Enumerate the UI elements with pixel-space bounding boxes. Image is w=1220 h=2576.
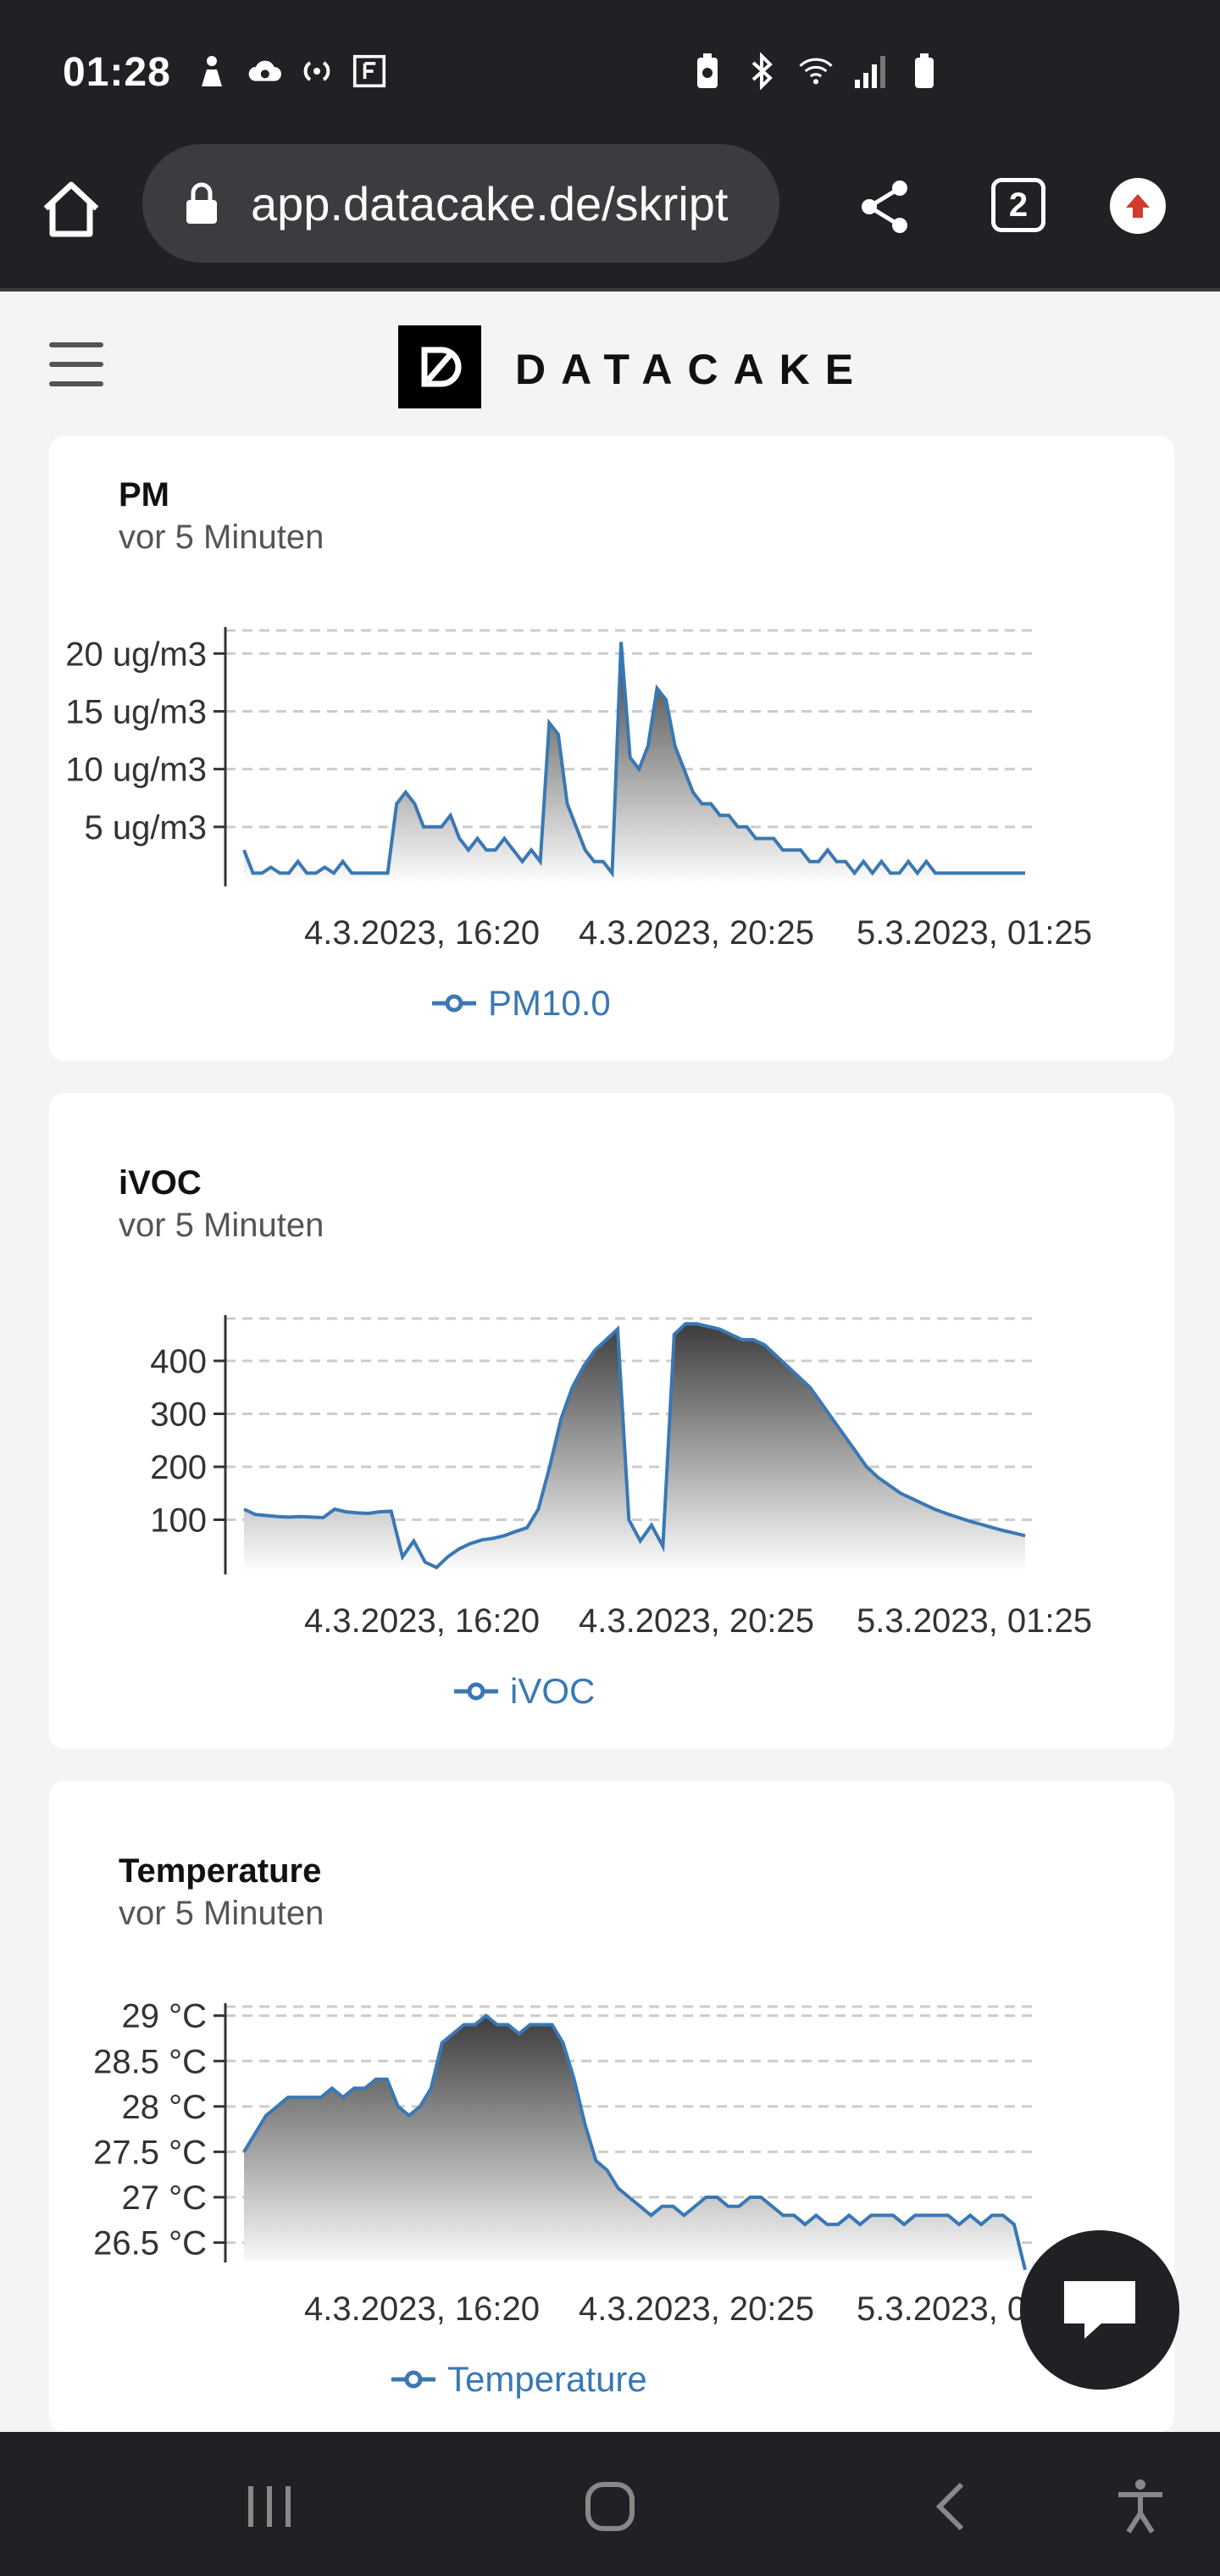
share-icon[interactable]	[854, 176, 915, 237]
wifi-icon	[799, 53, 833, 90]
y-tick-label: 27.5 °C	[93, 2134, 207, 2171]
ivoc-chart[interactable]: 100 200 300 400 4.3.2023, 16:20 4.3.2023, 20:…	[49, 1293, 1174, 1649]
temperature-card: Temperature vor 5 Minuten 26.5 °C 27 °C 27…	[49, 1781, 1174, 2432]
url-bar[interactable]: app.datacake.de/skript	[142, 144, 779, 263]
series-line	[242, 641, 1025, 878]
y-tick-label: 5 ug/m3	[84, 809, 207, 847]
legend-marker-icon	[391, 2370, 435, 2389]
pm-chart[interactable]: 5 ug/m3 10 ug/m3 15 ug/m3 20 ug/m3 4.3.2023,…	[49, 605, 1174, 961]
home-icon[interactable]	[37, 175, 105, 242]
card-subtitle: vor 5 Minuten	[119, 519, 324, 556]
card-title: iVOC	[119, 1164, 202, 1202]
y-tick-label: 100	[150, 1502, 207, 1540]
lock-icon	[183, 181, 220, 225]
x-tick-label: 4.3.2023, 16:20	[304, 1602, 540, 1640]
legend-label: PM10.0	[488, 983, 611, 1023]
chat-icon	[1064, 2281, 1135, 2339]
ivoc-card: iVOC vor 5 Minuten 100 200 300 400 4.3.2023,…	[49, 1093, 1174, 1749]
x-tick-label: 4.3.2023, 20:25	[579, 1602, 814, 1640]
temperature-chart[interactable]: 26.5 °C 27 °C 27.5 °C 28 °C 28.5 °C 29 °C 4.3.…	[49, 1981, 1174, 2346]
y-tick-label: 26.5 °C	[93, 2225, 207, 2262]
tab-count-button[interactable]: 2	[991, 178, 1045, 232]
x-tick-label: 4.3.2023, 20:25	[579, 2290, 814, 2328]
card-title: Temperature	[119, 1852, 322, 1890]
chart-legend[interactable]: iVOC	[454, 1671, 595, 1712]
person-icon	[195, 53, 229, 90]
pm-card: PM vor 5 Minuten 5 ug/m3 10 ug/m3 15 ug/m3…	[49, 436, 1174, 1061]
x-tick-label: 4.3.2023, 20:25	[579, 914, 814, 952]
y-tick-label: 28.5 °C	[93, 2043, 207, 2080]
datacake-logo-icon	[398, 325, 481, 408]
legend-marker-icon	[454, 1682, 498, 1701]
battery-saver-icon	[690, 53, 724, 90]
menu-icon[interactable]	[49, 342, 103, 386]
y-tick-label: 400	[150, 1343, 207, 1380]
series-area	[244, 1324, 1025, 1573]
y-tick-label: 29 °C	[122, 1998, 208, 2035]
x-tick-label: 5.3.2023, 01:25	[857, 1602, 1092, 1640]
home-nav-icon[interactable]	[576, 2473, 644, 2540]
card-subtitle: vor 5 Minuten	[119, 1895, 324, 1932]
brand-name: DATACAKE	[515, 346, 869, 393]
browser-toolbar: app.datacake.de/skript 2	[0, 144, 1220, 291]
bluetooth-icon	[745, 53, 779, 90]
y-tick-label: 27 °C	[122, 2179, 208, 2217]
y-tick-label: 20 ug/m3	[65, 636, 207, 673]
f-box-icon	[352, 53, 386, 90]
app-header: DATACAKE	[0, 291, 1220, 436]
series-area	[244, 2015, 1025, 2270]
legend-label: Temperature	[447, 2359, 647, 2399]
series-line	[243, 1322, 1026, 1570]
status-icons-left	[195, 53, 386, 90]
y-tick-label: 28 °C	[122, 2089, 208, 2126]
chart-legend[interactable]: Temperature	[391, 2359, 647, 2400]
accessibility-icon[interactable]	[1106, 2473, 1174, 2540]
status-icons-right	[690, 53, 941, 90]
status-time: 01:28	[63, 50, 171, 95]
url-text: app.datacake.de/skript	[251, 177, 729, 230]
y-tick-label: 300	[150, 1396, 207, 1434]
card-title: PM	[119, 476, 169, 514]
chart-legend[interactable]: PM10.0	[432, 983, 611, 1024]
x-tick-label: 4.3.2023, 16:20	[304, 914, 540, 952]
battery-icon	[907, 53, 941, 90]
legend-marker-icon	[432, 994, 476, 1013]
cloud-sync-icon	[247, 53, 281, 90]
y-tick-label: 10 ug/m3	[65, 752, 207, 789]
series-area	[244, 641, 1025, 885]
x-tick-label: 4.3.2023, 16:20	[304, 2290, 540, 2328]
back-icon[interactable]	[917, 2473, 984, 2540]
y-tick-label: 200	[150, 1449, 207, 1486]
chat-button[interactable]	[1020, 2230, 1179, 2390]
recent-apps-icon[interactable]	[236, 2473, 303, 2540]
nfc-icon	[300, 53, 334, 90]
series-line	[242, 2013, 1027, 2271]
signal-icon	[853, 53, 887, 90]
status-bar: 01:28	[0, 0, 1220, 144]
card-subtitle: vor 5 Minuten	[119, 1207, 324, 1244]
legend-label: iVOC	[510, 1671, 596, 1711]
system-nav-bar	[0, 2432, 1220, 2576]
x-tick-label: 5.3.2023, 01:25	[857, 914, 1092, 952]
update-icon[interactable]	[1110, 178, 1166, 234]
y-tick-label: 15 ug/m3	[65, 693, 207, 730]
